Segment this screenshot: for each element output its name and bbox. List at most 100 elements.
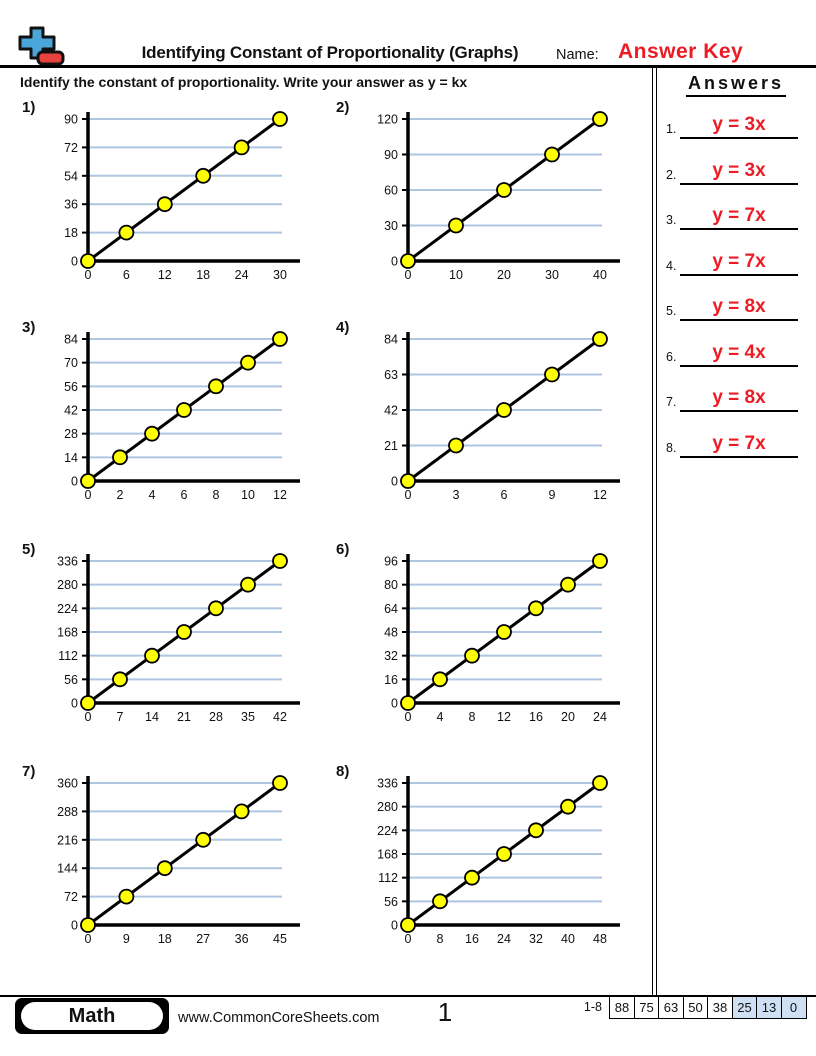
answer-value: y = 3x — [680, 160, 798, 185]
answer-row-3: 3. y = 7x — [660, 198, 812, 230]
answer-key-label: Answer Key — [618, 40, 744, 63]
svg-text:48: 48 — [384, 626, 398, 640]
svg-text:6: 6 — [501, 488, 508, 502]
svg-text:20: 20 — [561, 710, 575, 724]
svg-text:0: 0 — [85, 932, 92, 946]
svg-text:0: 0 — [391, 919, 398, 933]
svg-text:28: 28 — [209, 710, 223, 724]
svg-text:16: 16 — [529, 710, 543, 724]
svg-text:6: 6 — [181, 488, 188, 502]
svg-text:6: 6 — [123, 268, 130, 282]
score-cell-highlighted: 25 — [731, 996, 758, 1019]
svg-text:3: 3 — [453, 488, 460, 502]
svg-text:96: 96 — [384, 555, 398, 569]
score-cell: 38 — [707, 996, 733, 1019]
answers-panel-divider — [652, 68, 657, 995]
svg-text:168: 168 — [377, 848, 398, 862]
name-label: Name: — [556, 47, 599, 63]
svg-text:30: 30 — [545, 268, 559, 282]
svg-text:10: 10 — [241, 488, 255, 502]
answer-value: y = 7x — [680, 251, 798, 276]
proportionality-graph-4: 0 21 42 63 84 0 3 6 9 12 — [348, 331, 648, 517]
svg-text:21: 21 — [384, 439, 398, 453]
svg-text:120: 120 — [377, 113, 398, 127]
svg-text:30: 30 — [273, 268, 287, 282]
svg-text:36: 36 — [235, 932, 249, 946]
problem-number-5: 5) — [22, 541, 36, 558]
svg-text:2: 2 — [117, 488, 124, 502]
svg-text:0: 0 — [85, 710, 92, 724]
svg-text:90: 90 — [64, 113, 78, 127]
minus-icon — [36, 50, 65, 66]
svg-text:14: 14 — [64, 451, 78, 465]
svg-text:360: 360 — [57, 777, 78, 791]
svg-text:280: 280 — [377, 800, 398, 814]
svg-text:32: 32 — [384, 649, 398, 663]
answer-value: y = 7x — [680, 205, 798, 230]
page-number: 1 — [437, 997, 453, 1027]
svg-text:0: 0 — [391, 475, 398, 489]
svg-text:42: 42 — [64, 404, 78, 418]
answer-row-8: 8. y = 7x — [660, 426, 812, 458]
svg-text:48: 48 — [593, 932, 607, 946]
svg-text:112: 112 — [58, 649, 78, 663]
commoncoresheets-logo-icon — [18, 26, 65, 66]
answer-value: y = 3x — [680, 114, 798, 139]
answer-row-2: 2. y = 3x — [660, 153, 812, 185]
svg-text:64: 64 — [384, 602, 398, 616]
svg-text:8: 8 — [469, 710, 476, 724]
svg-text:216: 216 — [57, 833, 78, 847]
proportionality-graph-1: 0 18 36 54 72 90 0 6 12 18 24 30 — [28, 111, 328, 297]
svg-text:8: 8 — [213, 488, 220, 502]
svg-text:0: 0 — [71, 255, 78, 269]
svg-text:54: 54 — [64, 169, 78, 183]
subject-badge-label: Math — [21, 1002, 163, 1030]
problem-number-3: 3) — [22, 319, 36, 336]
svg-text:42: 42 — [273, 710, 287, 724]
score-cell-highlighted: 0 — [780, 996, 807, 1019]
problem-number-4: 4) — [336, 319, 350, 336]
svg-text:144: 144 — [57, 862, 78, 876]
answer-row-7: 7. y = 8x — [660, 380, 812, 412]
svg-text:0: 0 — [405, 268, 412, 282]
svg-text:336: 336 — [377, 777, 398, 791]
answers-panel-title: Answers — [660, 73, 812, 97]
svg-text:56: 56 — [64, 380, 78, 394]
proportionality-graph-8: 0 56 112 168 224 280 336 0 8 16 24 32 40 48 — [348, 775, 648, 961]
svg-text:72: 72 — [64, 141, 78, 155]
answer-number: 8. — [666, 441, 677, 455]
answer-value: y = 7x — [680, 433, 798, 458]
svg-text:90: 90 — [384, 148, 398, 162]
svg-text:24: 24 — [235, 268, 249, 282]
svg-text:18: 18 — [196, 268, 210, 282]
svg-text:21: 21 — [177, 710, 191, 724]
score-cell: 63 — [658, 996, 684, 1019]
svg-text:28: 28 — [64, 427, 78, 441]
svg-text:16: 16 — [384, 673, 398, 687]
svg-text:14: 14 — [145, 710, 159, 724]
svg-text:20: 20 — [497, 268, 511, 282]
proportionality-graph-2: 0 30 60 90 120 0 10 20 30 40 — [348, 111, 648, 297]
problem-number-7: 7) — [22, 763, 36, 780]
svg-text:112: 112 — [378, 871, 398, 885]
svg-text:168: 168 — [57, 626, 78, 640]
svg-text:70: 70 — [64, 356, 78, 370]
score-table: 88 75 63 50 38 25 13 0 — [609, 996, 807, 1019]
answer-row-4: 4. y = 7x — [660, 244, 812, 276]
answer-row-1: 1. y = 3x — [660, 107, 812, 139]
answer-number: 6. — [666, 350, 677, 364]
proportionality-graph-3: 0 14 28 42 56 70 84 0 2 4 6 8 10 12 — [28, 331, 328, 517]
svg-text:0: 0 — [71, 697, 78, 711]
subject-badge: Math — [15, 998, 169, 1034]
instruction-text: Identify the constant of proportionality… — [20, 74, 468, 90]
svg-text:35: 35 — [241, 710, 255, 724]
website-url: www.CommonCoreSheets.com — [178, 1010, 380, 1026]
svg-text:9: 9 — [549, 488, 556, 502]
svg-text:280: 280 — [57, 578, 78, 592]
svg-text:80: 80 — [384, 578, 398, 592]
svg-text:27: 27 — [196, 932, 210, 946]
svg-text:7: 7 — [117, 710, 124, 724]
svg-text:0: 0 — [405, 488, 412, 502]
answer-value: y = 8x — [680, 387, 798, 412]
